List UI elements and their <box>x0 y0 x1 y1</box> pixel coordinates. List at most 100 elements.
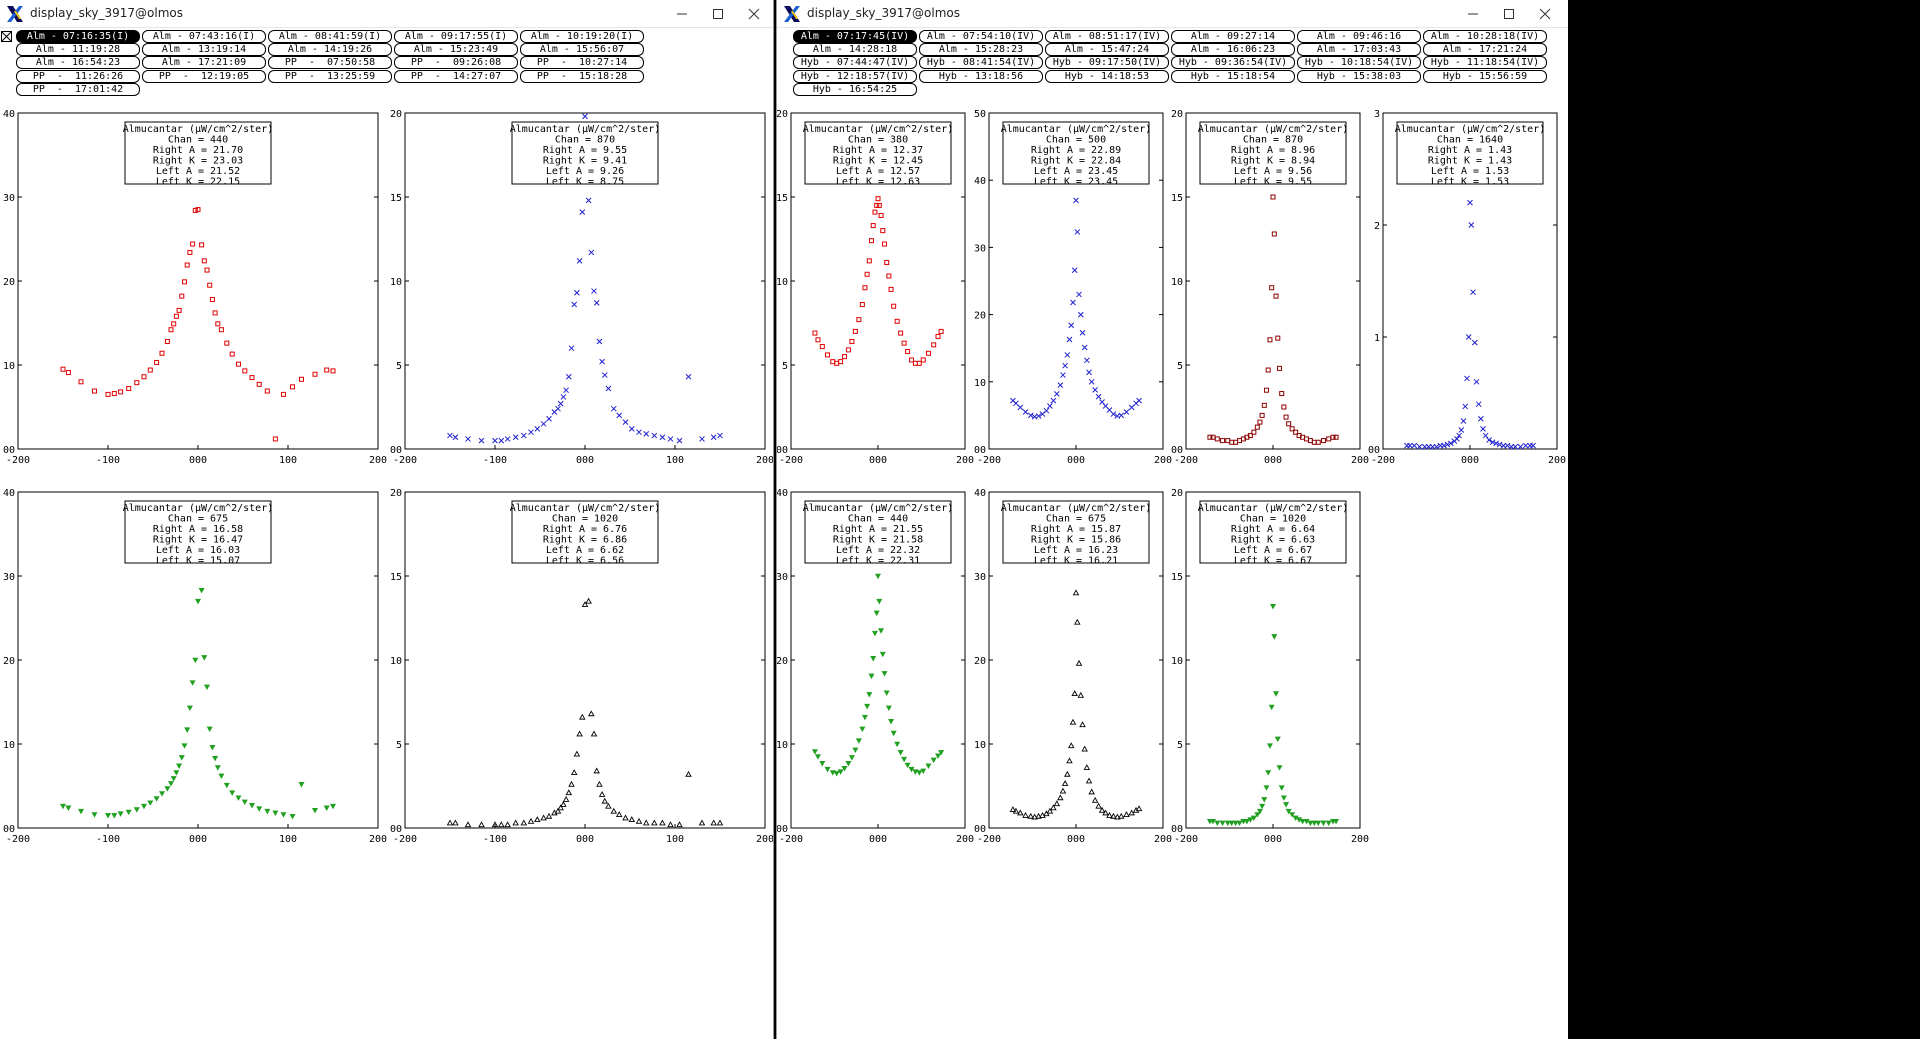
time-button[interactable]: Alm - 14:19:26 <box>268 43 392 57</box>
time-button[interactable]: Hyb - 11:18:54(IV) <box>1423 56 1547 70</box>
data-point <box>1512 443 1519 450</box>
time-button[interactable]: Alm - 09:46:16 <box>1297 30 1421 43</box>
data-point <box>1303 436 1309 442</box>
minimize-button[interactable] <box>1457 4 1489 24</box>
data-point <box>643 431 650 437</box>
time-button[interactable]: PP - 07:50:58 <box>268 56 392 70</box>
data-point <box>65 370 71 376</box>
data-point <box>1326 436 1332 442</box>
data-point <box>878 212 884 218</box>
minimize-button[interactable] <box>666 4 698 24</box>
data-point <box>1286 421 1292 427</box>
close-window-button[interactable] <box>738 4 770 24</box>
data-point <box>890 730 897 737</box>
data-point <box>1233 439 1239 445</box>
time-button[interactable]: Hyb - 07:44:47(IV) <box>793 56 917 70</box>
time-button[interactable]: Alm - 07:43:16(I) <box>142 30 266 43</box>
y-tick-label: 30 <box>974 572 986 583</box>
data-point <box>1027 812 1035 819</box>
data-point <box>1071 267 1078 274</box>
data-point <box>1061 780 1069 786</box>
right-window-titlebar[interactable]: display_sky_3917@olmos <box>777 0 1568 28</box>
time-button[interactable]: Hyb - 15:56:59 <box>1423 69 1547 83</box>
time-button[interactable]: Alm - 10:19:20(I) <box>520 30 644 43</box>
data-point <box>1482 432 1489 439</box>
data-point <box>1046 807 1054 814</box>
time-button[interactable]: Alm - 10:28:18(IV) <box>1423 30 1547 43</box>
time-button[interactable]: Hyb - 09:17:50(IV) <box>1045 56 1169 70</box>
time-button[interactable]: PP - 09:26:08 <box>394 56 518 70</box>
time-button[interactable]: Hyb - 10:18:54(IV) <box>1297 56 1421 70</box>
time-button[interactable]: Alm - 15:56:07 <box>520 43 644 57</box>
close-window-button[interactable] <box>1529 4 1561 24</box>
legend-entry: Right A = 15.87 <box>1031 524 1121 535</box>
time-button[interactable]: Hyb - 09:36:54(IV) <box>1171 56 1295 70</box>
panel-close-button[interactable] <box>1 31 12 42</box>
data-point <box>1064 770 1071 777</box>
time-button[interactable]: Alm - 07:54:10(IV) <box>919 30 1043 43</box>
x-tick-label: 000 <box>1461 455 1479 466</box>
data-point <box>1243 818 1250 825</box>
y-tick-label: 30 <box>974 243 986 254</box>
data-point <box>590 730 598 737</box>
time-button[interactable]: Alm - 15:47:24 <box>1045 43 1169 57</box>
data-point <box>1071 690 1078 697</box>
time-button[interactable]: Alm - 15:28:23 <box>919 43 1043 57</box>
data-point <box>323 805 330 811</box>
data-point <box>465 436 471 442</box>
time-button[interactable]: Alm - 07:16:35(I) <box>16 30 140 43</box>
data-point <box>1273 691 1280 697</box>
time-button[interactable]: Alm - 08:51:17(IV) <box>1045 30 1169 43</box>
time-button[interactable]: PP - 14:27:07 <box>394 69 518 83</box>
time-button[interactable]: PP - 12:19:05 <box>142 69 266 83</box>
legend-entry: Right A = 6.64 <box>1231 524 1315 535</box>
data-point <box>866 692 873 698</box>
data-point <box>1493 440 1499 447</box>
time-button[interactable]: Hyb - 15:18:54 <box>1171 69 1295 83</box>
time-button[interactable]: Hyb - 13:18:56 <box>919 69 1043 83</box>
time-button[interactable]: PP - 13:25:59 <box>268 69 392 83</box>
data-point <box>1077 691 1085 698</box>
time-button[interactable]: Alm - 16:06:23 <box>1171 43 1295 57</box>
data-point <box>710 434 717 441</box>
time-button[interactable]: Alm - 17:21:24 <box>1423 43 1547 57</box>
data-point <box>1088 378 1095 385</box>
time-button[interactable]: Hyb - 14:18:53 <box>1045 69 1169 83</box>
y-tick-label: 10 <box>776 277 788 288</box>
legend-entry: Right A = 21.70 <box>153 145 243 156</box>
time-button[interactable]: Alm - 17:21:09 <box>142 56 266 70</box>
x-tick-label: 100 <box>279 834 297 845</box>
time-button[interactable]: Alm - 07:17:45(IV) <box>793 30 917 43</box>
time-button[interactable]: Hyb - 08:41:54(IV) <box>919 56 1043 70</box>
legend-entry: Left A = 9.26 <box>546 166 624 177</box>
time-button[interactable]: Hyb - 16:54:25 <box>793 82 917 96</box>
time-button[interactable]: PP - 17:01:42 <box>16 82 140 96</box>
time-button[interactable]: Hyb - 12:18:57(IV) <box>793 69 917 83</box>
data-point <box>935 333 941 339</box>
time-button[interactable]: Alm - 17:03:43 <box>1297 43 1421 57</box>
data-point <box>894 318 900 324</box>
time-button[interactable]: Alm - 13:19:14 <box>142 43 266 57</box>
time-button[interactable]: Alm - 09:17:55(I) <box>394 30 518 43</box>
time-button[interactable]: PP - 10:27:14 <box>520 56 644 70</box>
data-point <box>1275 335 1281 341</box>
time-button[interactable]: Alm - 15:23:49 <box>394 43 518 57</box>
close-icon <box>1539 8 1551 20</box>
time-button[interactable]: PP - 11:26:26 <box>16 69 140 83</box>
data-point <box>685 770 692 777</box>
maximize-button[interactable] <box>702 4 734 24</box>
time-button[interactable]: Alm - 16:54:23 <box>16 56 140 70</box>
data-point <box>1095 393 1102 400</box>
left-window-titlebar[interactable]: display_sky_3917@olmos <box>0 0 773 28</box>
x-tick-label: -200 <box>977 455 1001 466</box>
time-button[interactable]: Alm - 11:19:28 <box>16 43 140 57</box>
data-point <box>598 790 606 797</box>
maximize-button[interactable] <box>1493 4 1525 24</box>
time-button[interactable]: Alm - 09:27:14 <box>1171 30 1295 43</box>
data-point <box>636 429 642 436</box>
time-button[interactable]: Alm - 14:28:18 <box>793 43 917 57</box>
data-point <box>167 781 175 787</box>
time-button[interactable]: Alm - 08:41:59(I) <box>268 30 392 43</box>
time-button[interactable]: Hyb - 15:38:03 <box>1297 69 1421 83</box>
time-button[interactable]: PP - 15:18:28 <box>520 69 644 83</box>
